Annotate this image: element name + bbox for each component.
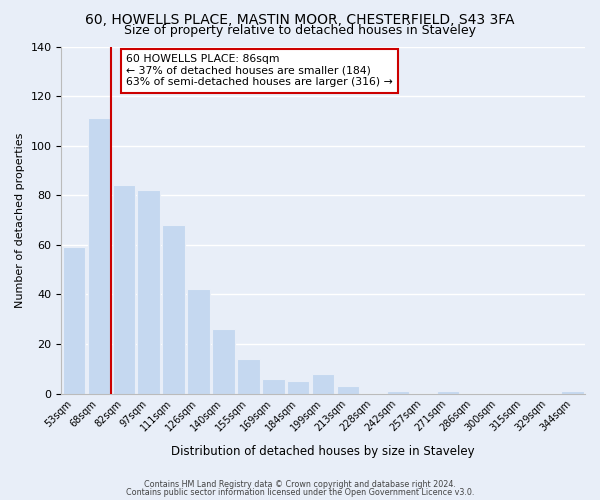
Text: Contains HM Land Registry data © Crown copyright and database right 2024.: Contains HM Land Registry data © Crown c…: [144, 480, 456, 489]
Bar: [262, 378, 284, 394]
Bar: [113, 186, 135, 394]
Bar: [312, 374, 334, 394]
Text: 60 HOWELLS PLACE: 86sqm
← 37% of detached houses are smaller (184)
63% of semi-d: 60 HOWELLS PLACE: 86sqm ← 37% of detache…: [126, 54, 393, 87]
X-axis label: Distribution of detached houses by size in Staveley: Distribution of detached houses by size …: [172, 444, 475, 458]
Text: Size of property relative to detached houses in Staveley: Size of property relative to detached ho…: [124, 24, 476, 37]
Bar: [88, 118, 110, 394]
Bar: [437, 391, 459, 394]
Bar: [187, 290, 210, 394]
Bar: [337, 386, 359, 394]
Bar: [62, 248, 85, 394]
Bar: [562, 391, 584, 394]
Bar: [137, 190, 160, 394]
Bar: [237, 359, 260, 394]
Bar: [163, 225, 185, 394]
Y-axis label: Number of detached properties: Number of detached properties: [15, 132, 25, 308]
Text: 60, HOWELLS PLACE, MASTIN MOOR, CHESTERFIELD, S43 3FA: 60, HOWELLS PLACE, MASTIN MOOR, CHESTERF…: [85, 12, 515, 26]
Bar: [212, 329, 235, 394]
Bar: [387, 391, 409, 394]
Text: Contains public sector information licensed under the Open Government Licence v3: Contains public sector information licen…: [126, 488, 474, 497]
Bar: [287, 381, 310, 394]
